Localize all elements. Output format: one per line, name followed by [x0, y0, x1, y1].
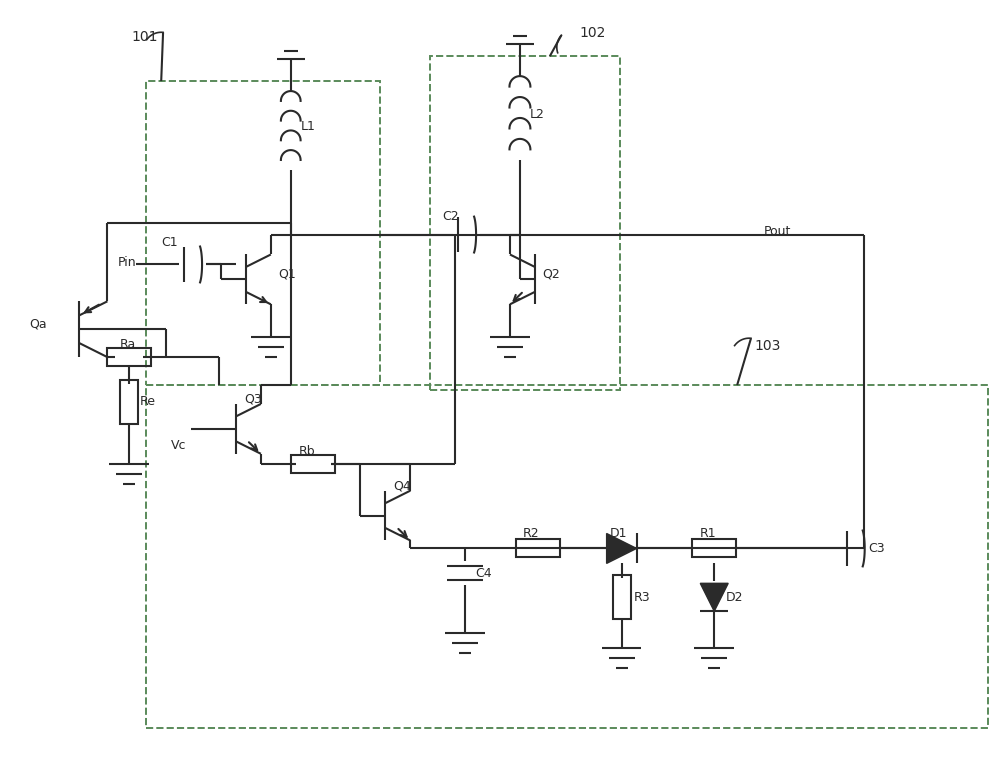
Bar — [146, 385, 988, 728]
Text: R2: R2 — [523, 527, 540, 540]
Text: R3: R3 — [634, 591, 650, 604]
Text: Q2: Q2 — [542, 268, 560, 281]
Text: Q1: Q1 — [278, 268, 296, 281]
Text: D2: D2 — [726, 591, 744, 604]
Text: C2: C2 — [442, 210, 459, 223]
Text: Q4: Q4 — [393, 479, 411, 492]
Text: Re: Re — [139, 395, 155, 408]
Bar — [291, 455, 335, 473]
Polygon shape — [700, 583, 728, 612]
Text: 103: 103 — [754, 339, 780, 353]
Text: Pin: Pin — [118, 256, 136, 269]
Text: L2: L2 — [530, 108, 545, 122]
Text: Vc: Vc — [171, 439, 186, 452]
Text: Qa: Qa — [30, 318, 47, 331]
Text: D1: D1 — [610, 527, 627, 540]
Text: C1: C1 — [161, 236, 178, 249]
Bar — [692, 539, 736, 557]
Text: Ra: Ra — [119, 338, 136, 350]
Text: Pout: Pout — [764, 225, 791, 238]
Text: R1: R1 — [699, 527, 716, 540]
Text: 101: 101 — [131, 31, 158, 44]
Text: L1: L1 — [301, 121, 316, 133]
Bar — [613, 575, 631, 619]
Bar — [107, 348, 151, 366]
Bar — [146, 81, 380, 385]
Text: C3: C3 — [869, 542, 885, 555]
Text: Rb: Rb — [299, 445, 315, 459]
Text: 102: 102 — [580, 27, 606, 40]
Text: Q3: Q3 — [244, 393, 262, 405]
Bar — [430, 56, 620, 390]
Bar — [120, 380, 138, 424]
Text: C4: C4 — [475, 567, 492, 580]
Polygon shape — [607, 533, 637, 564]
Bar — [516, 539, 560, 557]
